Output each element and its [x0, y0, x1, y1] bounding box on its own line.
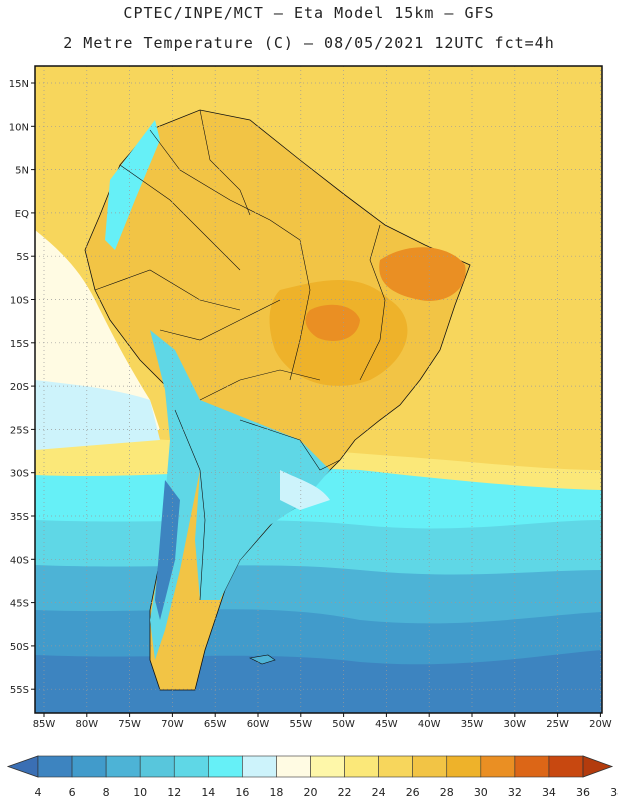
lon-label: 25W — [546, 719, 569, 730]
colorbar-label: 12 — [167, 786, 181, 799]
lon-label: 20W — [589, 719, 612, 730]
lon-label: 85W — [33, 719, 56, 730]
colorbar-label: 26 — [406, 786, 420, 799]
lon-label: 80W — [75, 719, 98, 730]
lat-label: 30S — [10, 469, 29, 480]
colorbar-segment — [37, 755, 73, 778]
lon-label: 40W — [418, 719, 441, 730]
colorbar-label: 20 — [304, 786, 318, 799]
colorbar-label: 24 — [372, 786, 386, 799]
lat-label: 20S — [10, 382, 29, 393]
colorbar-segment — [480, 755, 516, 778]
map-subtitle: 2 Metre Temperature (C) – 08/05/2021 12U… — [63, 34, 555, 52]
lat-label: 45S — [10, 599, 29, 610]
colorbar-label: 32 — [508, 786, 522, 799]
colorbar-label: 8 — [103, 786, 110, 799]
lat-label: 40S — [10, 555, 29, 566]
colorbar-segment — [378, 755, 413, 778]
colorbar-segment — [105, 755, 141, 778]
colorbar-segment — [208, 755, 243, 778]
lon-label: 65W — [204, 719, 227, 730]
colorbar-segment — [139, 755, 175, 778]
lon-label: 75W — [118, 719, 141, 730]
graticule — [35, 66, 602, 713]
lat-label: 55S — [10, 685, 29, 696]
lat-label: 10S — [10, 296, 29, 307]
lat-label: 15N — [9, 79, 29, 90]
colorbar-segment — [242, 755, 277, 778]
colorbar-segment — [173, 755, 209, 778]
lat-label: 50S — [10, 642, 29, 653]
colorbar-label: 28 — [440, 786, 454, 799]
lat-label: 35S — [10, 512, 29, 523]
colorbar-label: 34 — [542, 786, 556, 799]
longitude-axis: 85W 80W 75W 70W 65W 60W 55W 50W 45W 40W 35W 30W 25W 2… — [33, 713, 612, 730]
colorbar-label: 10 — [133, 786, 147, 799]
colorbar: 4 6 8 10 12 14 16 18 20 22 24 26 28 30 32 34 36 38 — [6, 755, 618, 799]
colorbar-label: 18 — [269, 786, 283, 799]
colorbar-label: 4 — [35, 786, 42, 799]
colorbar-label: 36 — [576, 786, 590, 799]
colorbar-segment — [310, 755, 345, 778]
map-field — [35, 66, 602, 713]
lat-label: 15S — [10, 339, 29, 350]
colorbar-label: 14 — [201, 786, 215, 799]
map-frame — [34, 65, 603, 714]
lat-label: 25S — [10, 425, 29, 436]
lat-label: EQ — [15, 209, 29, 220]
lat-label: 5S — [16, 252, 29, 263]
map-title: CPTEC/INPE/MCT – Eta Model 15km – GFS — [123, 4, 495, 22]
colorbar-label: 38 — [610, 786, 618, 799]
lat-label: 5N — [15, 166, 29, 177]
colorbar-segment — [446, 755, 482, 778]
lon-label: 45W — [375, 719, 398, 730]
colorbar-segment — [412, 755, 448, 778]
colorbar-label: 16 — [235, 786, 249, 799]
colorbar-segment — [548, 755, 584, 778]
lat-label: 10N — [9, 122, 29, 133]
colorbar-arrow-left — [6, 755, 39, 778]
lon-label: 70W — [161, 719, 184, 730]
colorbar-segment — [514, 755, 550, 778]
latitude-axis: 15N 10N 5N EQ 5S 10S 15S 20S 25S 30S 35S 40S 45S 50S 5… — [9, 79, 35, 696]
lon-label: 60W — [247, 719, 270, 730]
lon-label: 30W — [503, 719, 526, 730]
lon-label: 50W — [332, 719, 355, 730]
colorbar-segment — [71, 755, 107, 778]
colorbar-arrow-right — [582, 755, 614, 778]
colorbar-segment — [344, 755, 379, 778]
colorbar-label: 22 — [338, 786, 352, 799]
colorbar-segment — [276, 755, 311, 778]
lon-label: 35W — [461, 719, 484, 730]
colorbar-label: 6 — [69, 786, 76, 799]
lon-label: 55W — [289, 719, 312, 730]
colorbar-label: 30 — [474, 786, 488, 799]
